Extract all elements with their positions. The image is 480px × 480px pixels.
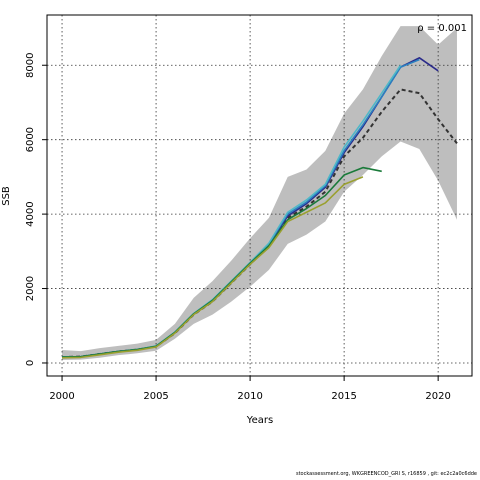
y-tick-label: 8000 [25, 53, 36, 78]
x-axis-title: Years [246, 415, 273, 426]
confidence-band [62, 26, 457, 360]
y-axis: 0 2000 4000 6000 8000 [25, 53, 47, 366]
y-axis-title: SSB [1, 186, 12, 206]
rho-annotation: ρ = 0.001 [417, 23, 467, 34]
x-tick-label: 2000 [49, 391, 74, 402]
y-tick-label: 2000 [25, 276, 36, 301]
plot-frame [46, 14, 473, 377]
footer-credit: stockassessment.org, WKGREENCOD_GRI S, r… [295, 471, 477, 477]
y-tick-label: 0 [25, 360, 36, 366]
confidence-band-layer [62, 26, 457, 360]
y-tick-label: 4000 [25, 201, 36, 226]
x-tick-label: 2010 [237, 391, 262, 402]
x-axis: 2000 2005 2010 2015 2020 [49, 376, 451, 402]
grid-layer [47, 15, 472, 376]
x-tick-label: 2015 [331, 391, 356, 402]
series-layer [62, 56, 458, 359]
x-tick-label: 2005 [143, 391, 168, 402]
y-tick-label: 6000 [25, 127, 36, 152]
x-tick-label: 2020 [425, 391, 450, 402]
series-line-6 [62, 176, 364, 359]
